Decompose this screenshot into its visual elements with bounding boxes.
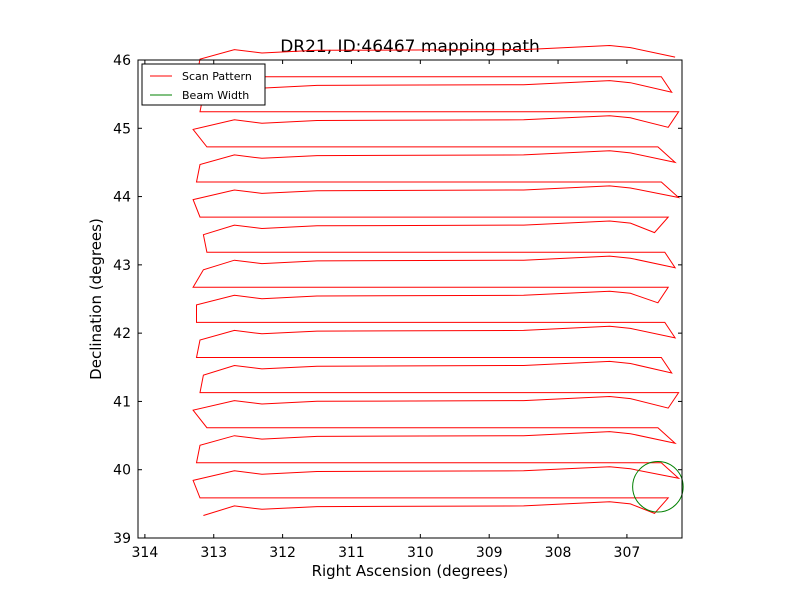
x-tick-label: 309: [476, 545, 503, 561]
y-axis-label: Declination (degrees): [87, 218, 105, 380]
x-tick-label: 312: [269, 545, 296, 561]
y-tick-label: 43: [113, 258, 131, 274]
legend-beam-label: Beam Width: [182, 89, 249, 102]
legend-box: [141, 63, 266, 106]
plot-area: [137, 44, 684, 539]
y-tick-label: 41: [113, 394, 131, 410]
x-tick-label: 307: [614, 545, 641, 561]
y-tick-label: 44: [113, 190, 131, 206]
x-tick-label: 314: [132, 545, 159, 561]
plot-frame: [137, 59, 683, 539]
beam-width-circle: [632, 461, 684, 513]
scan-path-line: [192, 44, 681, 516]
x-axis: 314 313 312 311 310 309 308 307: [132, 60, 641, 561]
y-tick-label: 45: [113, 121, 131, 137]
legend-scan-label: Scan Pattern: [182, 70, 252, 83]
x-tick-label: 311: [338, 545, 365, 561]
x-tick-label: 310: [407, 545, 434, 561]
x-tick-label: 308: [545, 545, 572, 561]
scan-pattern-series: [192, 44, 681, 516]
y-tick-label: 42: [113, 326, 131, 342]
legend: Scan Pattern Beam Width: [141, 63, 266, 106]
x-axis-label: Right Ascension (degrees): [312, 562, 509, 580]
x-tick-label: 313: [200, 545, 227, 561]
y-tick-label: 46: [113, 53, 131, 69]
y-tick-label: 39: [113, 531, 131, 547]
y-tick-label: 40: [113, 463, 131, 479]
y-axis: 39 40 41 42 43 44 45 46: [113, 53, 682, 547]
chart-title: DR21, ID:46467 mapping path: [280, 37, 540, 57]
beam-width-series: [632, 461, 684, 513]
